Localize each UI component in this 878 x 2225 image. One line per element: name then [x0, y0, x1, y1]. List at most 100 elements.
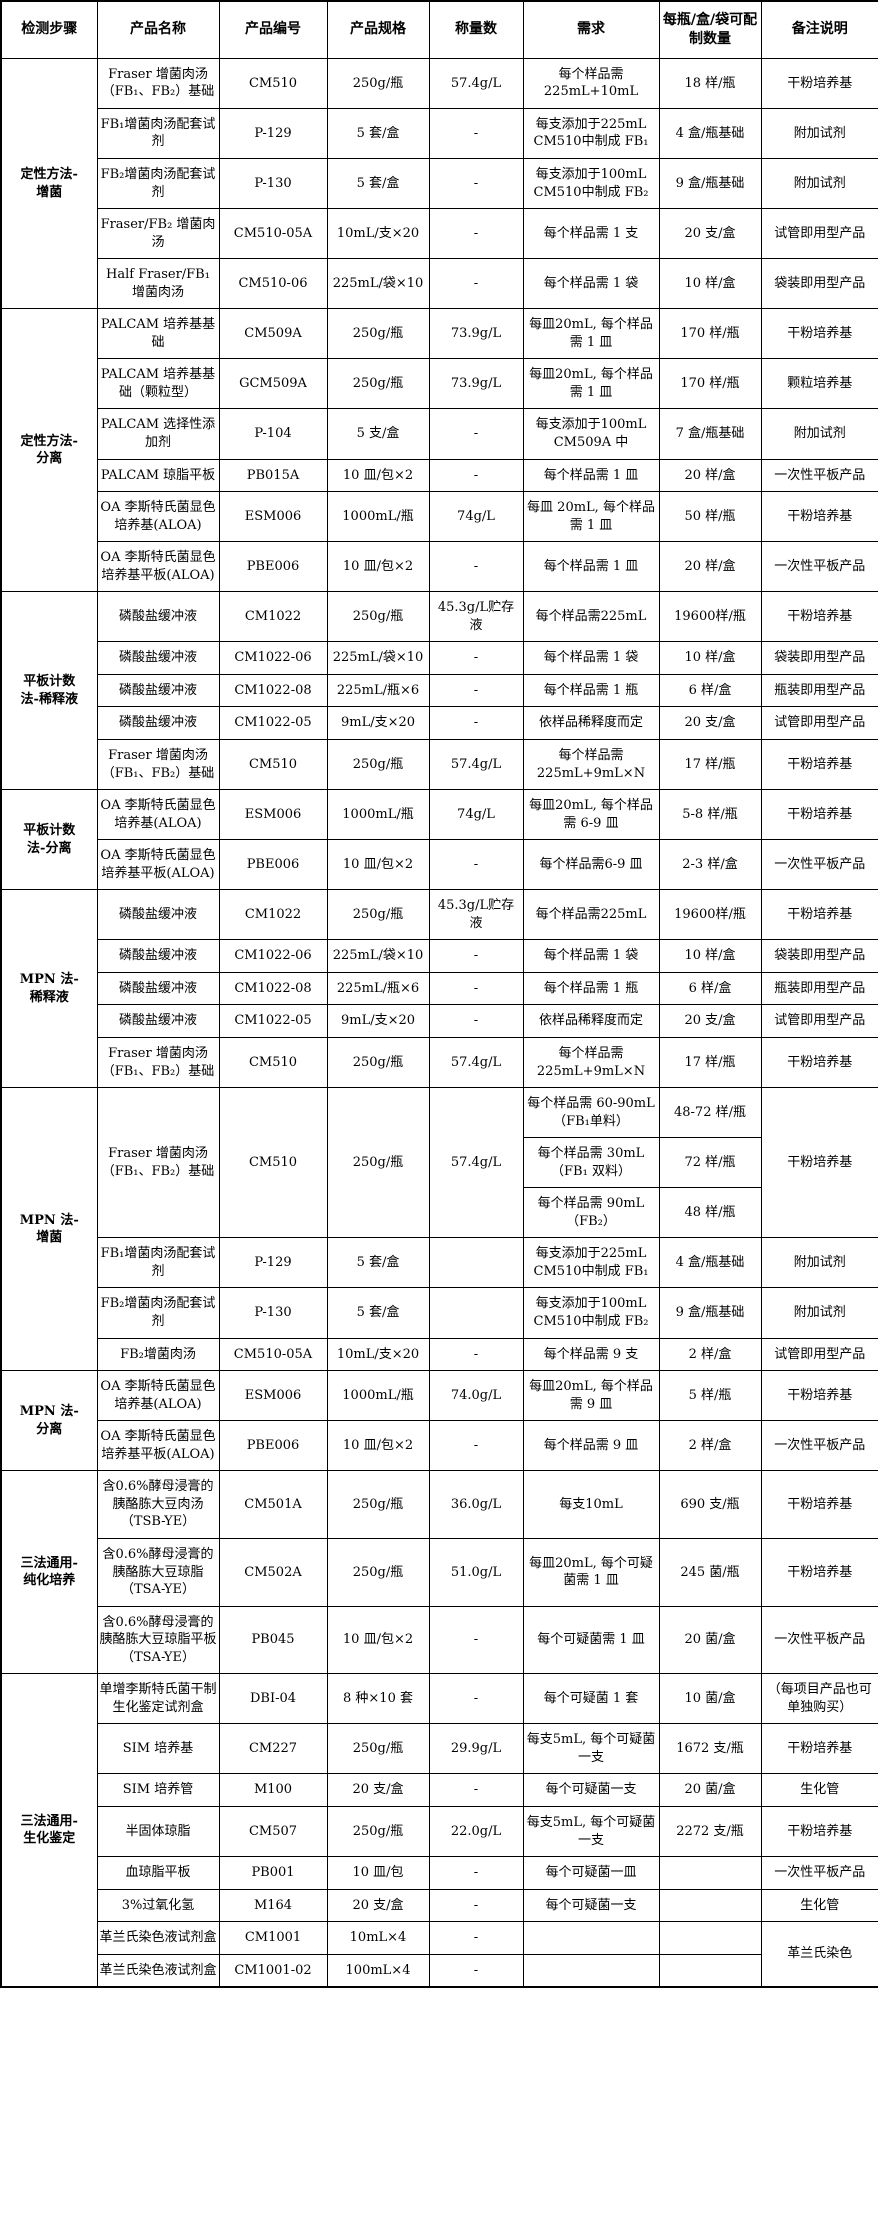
product-spec-cell: 1000mL/瓶 [326, 789, 430, 841]
product-name-cell: PALCAM 选择性添加剂 [96, 408, 220, 460]
product-spec-cell: 10 皿/包×2 [326, 839, 430, 891]
quantity-cell: 50 样/瓶 [658, 491, 762, 543]
table-row: 3%过氧化氢 M164 20 支/盒 - 每个可疑菌一支 生化管 [1, 1888, 878, 1923]
weight-cell: - [428, 839, 524, 891]
quantity-cell [658, 1921, 762, 1955]
weight-cell: 22.0g/L [428, 1805, 524, 1858]
quantity-cell [658, 1888, 762, 1923]
weight-cell: - [428, 1856, 524, 1890]
product-code-cell: CM1001 [218, 1921, 328, 1955]
product-spec-cell: 1000mL/瓶 [326, 491, 430, 543]
weight-cell: - [428, 208, 524, 260]
quantity-cell: 6 样/盒 [658, 673, 762, 708]
product-name-cell: 革兰氏染色液试剂盒 [96, 1921, 220, 1955]
table-row: FB₁增菌肉汤配套试剂 P-129 5 套/盒 - 每支添加于225mL CM510中制… [1, 107, 878, 159]
product-code-cell: P-130 [218, 157, 328, 210]
header-demand: 需求 [522, 0, 660, 59]
product-code-cell: CM1022-06 [218, 939, 328, 973]
product-code-cell: CM1022-06 [218, 641, 328, 675]
note-cell: 干粉培养基 [760, 1037, 878, 1089]
quantity-cell: 10 样/盒 [658, 939, 762, 973]
quantity-cell: 245 菌/瓶 [658, 1537, 762, 1607]
step-cell: 定性方法- 分离 [0, 308, 98, 593]
table-row: PALCAM 培养基基础（颗粒型） GCM509A 250g/瓶 73.9g/L 每皿2… [1, 358, 878, 410]
header-note: 备注说明 [760, 0, 878, 59]
product-code-cell: CM510-05A [218, 208, 328, 260]
product-code-cell: P-129 [218, 107, 328, 159]
note-cell: 干粉培养基 [760, 1805, 878, 1858]
weight-cell: - [428, 673, 524, 708]
demand-cell: 每个样品需 1 瓶 [522, 971, 660, 1006]
step-cell: MPN 法- 分离 [0, 1370, 98, 1472]
product-spec-cell: 5 套/盒 [326, 1287, 430, 1339]
header-quantity: 每瓶/盒/袋可配制数量 [658, 0, 762, 59]
product-name-cell: 半固体琼脂 [96, 1805, 220, 1858]
table-row: 平板计数 法-分离 OA 李斯特氏菌显色培养基(ALOA) ESM006 1000mL… [0, 789, 878, 891]
product-spec-cell: 100mL×4 [326, 1953, 430, 1988]
product-name-cell: 磷酸盐缓冲液 [96, 889, 220, 941]
product-name-cell: Fraser 增菌肉汤（FB₁、FB₂）基础 [96, 1037, 220, 1089]
product-spec-cell: 10mL/支×20 [326, 1337, 430, 1372]
weight-cell: - [428, 706, 524, 740]
product-name-cell: 含0.6%酵母浸膏的胰酪胨大豆琼脂（TSA-YE） [96, 1537, 220, 1607]
header-product-spec: 产品规格 [326, 0, 430, 59]
table-row: 含0.6%酵母浸膏的胰酪胨大豆琼脂（TSA-YE） CM502A 250g/瓶 51.… [1, 1537, 878, 1607]
note-cell: 袋装即用型产品 [760, 641, 878, 675]
quantity-cell: 72 样/瓶 [658, 1137, 762, 1189]
step-cell: 平板计数 法-稀释液 [0, 591, 98, 791]
product-spec-cell: 250g/瓶 [326, 1470, 430, 1539]
weight-cell: - [428, 458, 524, 493]
table-row: 每个样品需 30mL（FB₁ 双料） 72 样/瓶 [1, 1137, 878, 1189]
table-row: FB₁增菌肉汤配套试剂 P-129 5 套/盒 每支添加于225mL CM510中制成… [1, 1237, 878, 1289]
note-cell: 干粉培养基 [760, 1470, 878, 1539]
product-spec-cell: 225mL/瓶×6 [326, 673, 430, 708]
product-code-cell: PB001 [218, 1856, 328, 1890]
quantity-cell: 20 样/盒 [658, 541, 762, 593]
demand-cell: 每个可疑菌 1 套 [522, 1673, 660, 1725]
weight-cell: - [428, 1420, 524, 1472]
demand-cell: 每皿20mL, 每个样品需 9 皿 [522, 1370, 660, 1422]
table-row: SIM 培养基 CM227 250g/瓶 29.9g/L 每支5mL, 每个可疑菌一支 1… [1, 1723, 878, 1775]
weight-cell: - [428, 641, 524, 675]
weight-cell: 74.0g/L [428, 1370, 524, 1422]
product-spec-cell: 5 套/盒 [326, 107, 430, 159]
quantity-cell: 170 样/瓶 [658, 308, 762, 360]
quantity-cell: 9 盒/瓶基础 [658, 157, 762, 210]
table-row: Half Fraser/FB₁ 增菌肉汤 CM510-06 225mL/袋×10- 每… [1, 258, 878, 310]
product-code-cell: CM1022-05 [218, 1004, 328, 1039]
product-code-cell: CM1001-02 [218, 1953, 328, 1988]
product-spec-cell: 9mL/支×20 [326, 1004, 430, 1039]
product-spec-cell: 10 皿/包 [326, 1856, 430, 1890]
product-name-cell: 磷酸盐缓冲液 [96, 971, 220, 1006]
table-row: 磷酸盐缓冲液 CM1022-06 225mL/袋×10- 每个样品需 1 袋 10 样/… [1, 939, 878, 973]
quantity-cell: 17 样/瓶 [658, 1037, 762, 1089]
note-cell: 一次性平板产品 [760, 1420, 878, 1472]
product-spec-cell: 5 套/盒 [326, 1237, 430, 1289]
product-spec-cell: 250g/瓶 [326, 1723, 430, 1775]
note-cell: 一次性平板产品 [760, 541, 878, 593]
header-row: 检测步骤 产品名称 产品编号 产品规格 称量数 需求 每瓶/盒/袋可配制数量 备… [0, 0, 878, 59]
table-row: FB₂增菌肉汤配套试剂 P-130 5 套/盒 - 每支添加于100mL CM510中制… [1, 157, 878, 210]
step-cell: 三法通用- 生化鉴定 [0, 1673, 98, 1988]
table-row: 磷酸盐缓冲液 CM1022-05 9mL/支×20- 依样品稀释度而定 20 支/盒 试管… [1, 1004, 878, 1039]
header-product-code: 产品编号 [218, 0, 328, 59]
weight-cell: - [428, 1004, 524, 1039]
weight-cell: 29.9g/L [428, 1723, 524, 1775]
note-cell: 试管即用型产品 [760, 706, 878, 740]
demand-cell: 每个样品需 60-90mL（FB₁单料） [522, 1087, 660, 1139]
weight-cell: - [428, 107, 524, 159]
demand-cell: 每支添加于100mL CM510中制成 FB₂ [522, 157, 660, 210]
weight-cell: 74g/L [428, 789, 524, 841]
table-row: MPN 法- 稀释液 磷酸盐缓冲液 CM1022 250g/瓶 45.3g/L贮存液 每个… [0, 889, 878, 1089]
note-cell: 干粉培养基 [760, 1537, 878, 1607]
step-cell: 平板计数 法-分离 [0, 789, 98, 891]
demand-cell: 每个样品需 1 皿 [522, 541, 660, 593]
quantity-cell: 170 样/瓶 [658, 358, 762, 410]
note-cell: 试管即用型产品 [760, 208, 878, 260]
product-name-cell: PALCAM 培养基基础（颗粒型） [96, 358, 220, 410]
quantity-cell: 48-72 样/瓶 [658, 1087, 762, 1139]
weight-cell: - [428, 1773, 524, 1807]
header-product-name: 产品名称 [96, 0, 220, 59]
